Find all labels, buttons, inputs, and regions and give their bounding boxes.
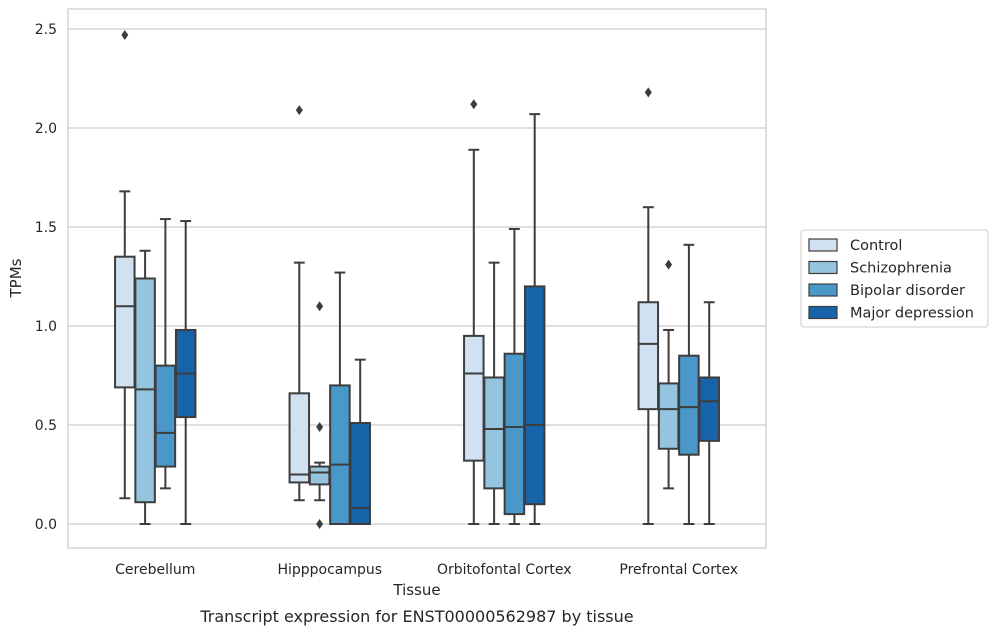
box-major-depression [523,113,546,525]
outlier-point [295,105,303,116]
box-body [329,384,351,525]
outlier-point [316,519,324,529]
box-body [637,301,660,411]
y-tick-label: 1.5 [35,220,57,236]
legend-frame [800,229,989,328]
box-body [288,392,311,484]
box-body [463,334,485,462]
box-major-depression [349,358,371,525]
y-tick-label: 2.5 [35,22,57,38]
outlier-point [316,421,324,432]
box-body [114,255,136,389]
outlier-point [665,259,673,270]
box-series [114,29,720,529]
y-axis-label: TPMs [7,258,25,298]
box-control [288,105,311,502]
box-control [637,87,660,525]
legend-label: Schizophrenia [850,261,952,277]
box-body [523,285,546,506]
chart-caption: Transcript expression for ENST0000056298… [199,607,633,626]
box-control [463,99,485,525]
box-body [483,376,505,490]
outlier-point [121,29,129,40]
legend-swatch [808,260,838,275]
legend-label: Control [850,238,902,254]
legend-swatch [808,283,838,297]
y-tick-label: 0.5 [35,418,57,434]
box-schizophrenia [483,261,505,525]
box-bipolar-disorder [154,218,177,490]
y-tick-label: 0.0 [35,517,57,533]
box-body [349,422,371,525]
box-body [154,364,177,468]
plot-area [67,8,767,549]
x-tick-label: Hipppocampus [277,562,382,578]
box-major-depression [174,220,197,525]
outlier-point [644,87,652,98]
x-tick-label: Cerebellum [115,562,195,578]
box-body [308,465,331,486]
box-body [678,354,700,456]
y-tick-label: 1.0 [35,319,57,335]
outlier-point [470,99,478,110]
box-body [698,376,720,442]
x-tick-labels: Cerebellum Hipppocampus Orbitofontal Corte… [115,562,738,578]
box-schizophrenia [134,249,156,525]
box-bipolar-disorder [503,227,526,525]
box-body [657,382,680,450]
x-tick-label: Prefrontal Cortex [619,562,738,578]
y-tick-label: 2.0 [35,121,57,137]
legend: Control Schizophrenia Bipolar disorder Majo… [800,229,989,328]
legend-label: Major depression [850,306,974,322]
x-tick-label: Orbitofontal Cortex [437,562,572,578]
legend-swatch [808,305,838,320]
y-tick-labels: 0.0 0.5 1.0 1.5 2.0 2.5 [35,22,57,533]
legend-swatch [808,238,838,252]
outlier-point [316,301,324,312]
x-axis-label: Tissue [392,581,440,599]
legend-label: Bipolar disorder [850,283,965,299]
box-schizophrenia [308,301,331,529]
box-body [503,352,526,516]
box-major-depression [698,301,720,525]
